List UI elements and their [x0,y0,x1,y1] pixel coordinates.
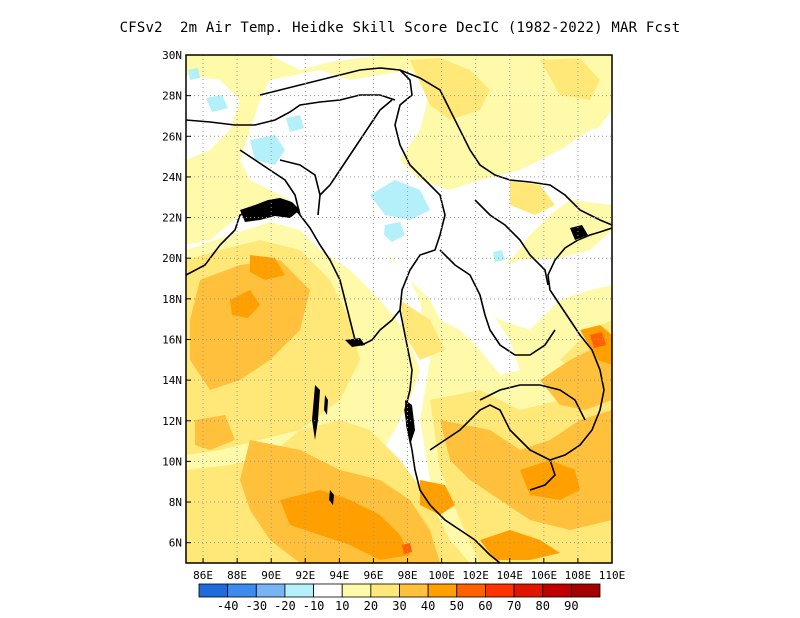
lon-tick-label: 102E [462,569,489,582]
colorbar: -40 -30 -20 -10 10 20 30 40 50 60 70 80 90 [198,583,601,613]
lat-tick-label: 26N [162,130,182,143]
lat-tick-label: 8N [169,496,182,509]
colorbar-label: 10 [335,599,349,613]
colorbar-label: 20 [364,599,378,613]
field-light-blue [188,68,505,262]
skill-region [493,250,505,262]
skill-region [286,115,304,132]
coast-thai-gulf [429,404,556,491]
lat-tick-label: 10N [162,455,182,468]
colorbar-swatch [542,583,572,598]
lat-tick-label: 24N [162,171,182,184]
colorbar-swatch [255,583,286,598]
coastlines [186,67,612,563]
colorbar-swatch [427,583,458,598]
colorbar-label: -40 [217,599,239,613]
field-dark-orange [402,332,606,554]
skill-region [250,255,285,280]
lon-tick-label: 94E [329,569,349,582]
lon-tick-label: 92E [295,569,315,582]
lon-axis: 86E 88E 90E 92E 94E 96E 98E 100E 102E 104E 106E 108… [193,558,625,582]
colorbar-swatch [485,583,515,598]
colorbar-swatch [227,583,257,598]
lon-tick-label: 96E [364,569,384,582]
border-india-myanmar [319,99,393,196]
map-title: CFSv2 2m Air Temp. Heidke Skill Score De… [119,20,681,36]
colorbar-label: 70 [507,599,521,613]
skill-region [384,222,405,242]
skill-region [400,300,445,360]
skill-region [206,95,228,112]
border-thai-laos [439,249,556,356]
lon-tick-label: 104E [497,569,524,582]
lon-tick-label: 90E [261,569,281,582]
colorbar-swatch [313,583,343,598]
colorbar-label: 60 [478,599,492,613]
plot-frame [185,54,613,564]
skill-region [280,490,410,560]
skill-region [480,530,560,560]
lat-tick-label: 6N [169,537,182,550]
colorbar-swatch [513,583,544,598]
lon-tick-label: 88E [227,569,247,582]
colorbar-swatch [341,583,372,598]
lat-tick-label: 18N [162,293,182,306]
lat-tick-label: 20N [162,252,182,265]
skill-region [420,480,455,515]
lon-tick-label: 100E [428,569,455,582]
skill-region [540,345,612,410]
border-laos-vietnam [474,199,549,286]
colorbar-swatch [370,583,400,598]
field-white [186,70,612,375]
lon-tick-label: 106E [531,569,558,582]
skill-field-layer [186,55,612,563]
lat-tick-label: 30N [162,49,182,62]
lon-tick-label: 110E [599,569,626,582]
border-bangladesh [239,149,321,216]
skill-region [590,332,606,348]
border-china-north [259,67,612,226]
border-cambodia [479,384,586,421]
border-nepal-bhutan [186,94,396,126]
lat-tick-label: 14N [162,374,182,387]
skill-region [188,68,200,80]
skill-region [250,135,285,165]
skill-region [510,180,555,215]
skill-region [402,543,412,554]
colorbar-swatch [399,583,429,598]
colorbar-swatch [198,583,229,598]
skill-region [190,260,310,390]
lat-tick-label: 28N [162,90,182,103]
colorbar-label: 30 [392,599,406,613]
skill-region [540,58,600,100]
colorbar-label: 80 [535,599,549,613]
lon-tick-label: 86E [193,569,213,582]
colorbar-swatch [570,583,601,598]
skill-region [370,180,430,220]
lat-tick-label: 22N [162,212,182,225]
skill-region [195,415,235,450]
lat-axis: 6N 8N 10N 12N 14N 16N 18N 20N 22N 24N 26N 28N 30N [162,49,191,550]
colorbar-label: 90 [564,599,578,613]
lat-tick-label: 16N [162,333,182,346]
border-myanmar-east [394,69,446,311]
colorbar-label: 50 [450,599,464,613]
islands-and-delta [240,198,588,505]
colorbar-label: -20 [274,599,296,613]
colorbar-label: -10 [303,599,325,613]
lon-tick-label: 108E [565,569,592,582]
skill-region [186,75,240,160]
colorbar-label: 40 [421,599,435,613]
skill-region [240,70,612,375]
skill-region [410,58,490,120]
colorbar-swatch [456,583,486,598]
coast-myanmar-south [399,309,501,563]
coast-india-bay [186,199,401,346]
lon-tick-label: 98E [398,569,418,582]
lat-tick-label: 12N [162,415,182,428]
colorbar-label: -30 [245,599,267,613]
colorbar-swatch [284,583,314,598]
grid-lines [186,55,612,563]
